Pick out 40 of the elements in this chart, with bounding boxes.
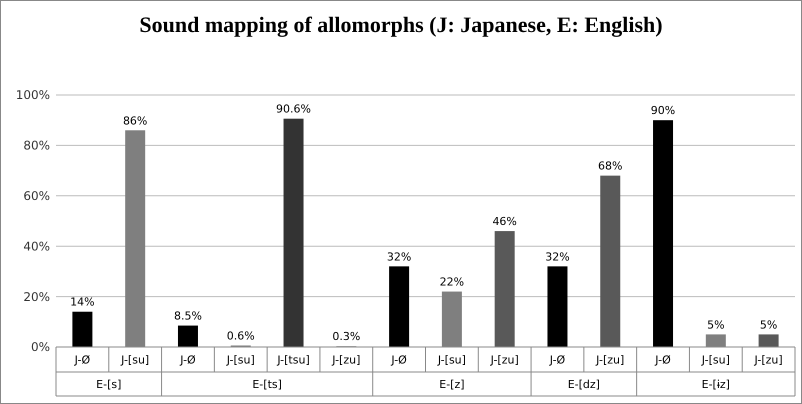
x-tick-label: J-[su] [120, 353, 150, 366]
x-tick-label: J-Ø [548, 353, 566, 366]
text: E-[dz] [568, 378, 600, 391]
data-label: 90% [650, 104, 676, 118]
x-tick-label: J-[zu] [331, 353, 360, 366]
x-tick-label: J-Ø [654, 353, 672, 366]
chart-title: Sound mapping of allomorphs (J: Japanese, E: English) [139, 12, 663, 37]
y-tick-label: 20% [23, 290, 50, 304]
data-label: 0.3% [332, 330, 360, 344]
data-label: 68% [598, 160, 622, 173]
x-tick-label: J-[zu] [754, 353, 783, 366]
y-tick-label: 60% [23, 189, 50, 203]
x-tick-label: J-[zu] [595, 353, 624, 366]
x-tick-label: J-[tsu] [276, 353, 310, 366]
data-label: 22% [440, 276, 464, 289]
y-tick-label: 100% [16, 88, 50, 102]
x-tick-label: J-Ø [74, 353, 90, 366]
data-label: 90.6% [276, 102, 312, 116]
data-label: 0.6% [226, 329, 255, 342]
text: E-[ɨz] [702, 378, 730, 391]
data-label: 86% [122, 114, 148, 128]
x-tick-label: J-Ø [390, 353, 408, 366]
data-label: 8.5% [174, 310, 202, 323]
x-tick-label: J-[su] [436, 353, 466, 366]
x-tick-label: J-Ø [179, 353, 196, 366]
text: E-[ts] [252, 378, 282, 391]
data-label: 5% [707, 318, 725, 332]
data-label: 32% [386, 250, 412, 264]
y-tick-label: 40% [23, 239, 50, 254]
data-label: 46% [492, 215, 517, 228]
text: E-[z] [439, 378, 465, 391]
data-label: 32% [545, 250, 570, 264]
y-tick-label: 0% [30, 340, 50, 354]
y-tick-label: 80% [23, 138, 50, 153]
data-label: 5% [760, 318, 778, 332]
text: E-[s] [96, 378, 122, 391]
data-label: 14% [70, 296, 95, 309]
x-tick-label: J-[su] [226, 353, 255, 366]
x-tick-label: J-[su] [700, 353, 730, 366]
x-tick-label: J-[zu] [490, 353, 519, 366]
